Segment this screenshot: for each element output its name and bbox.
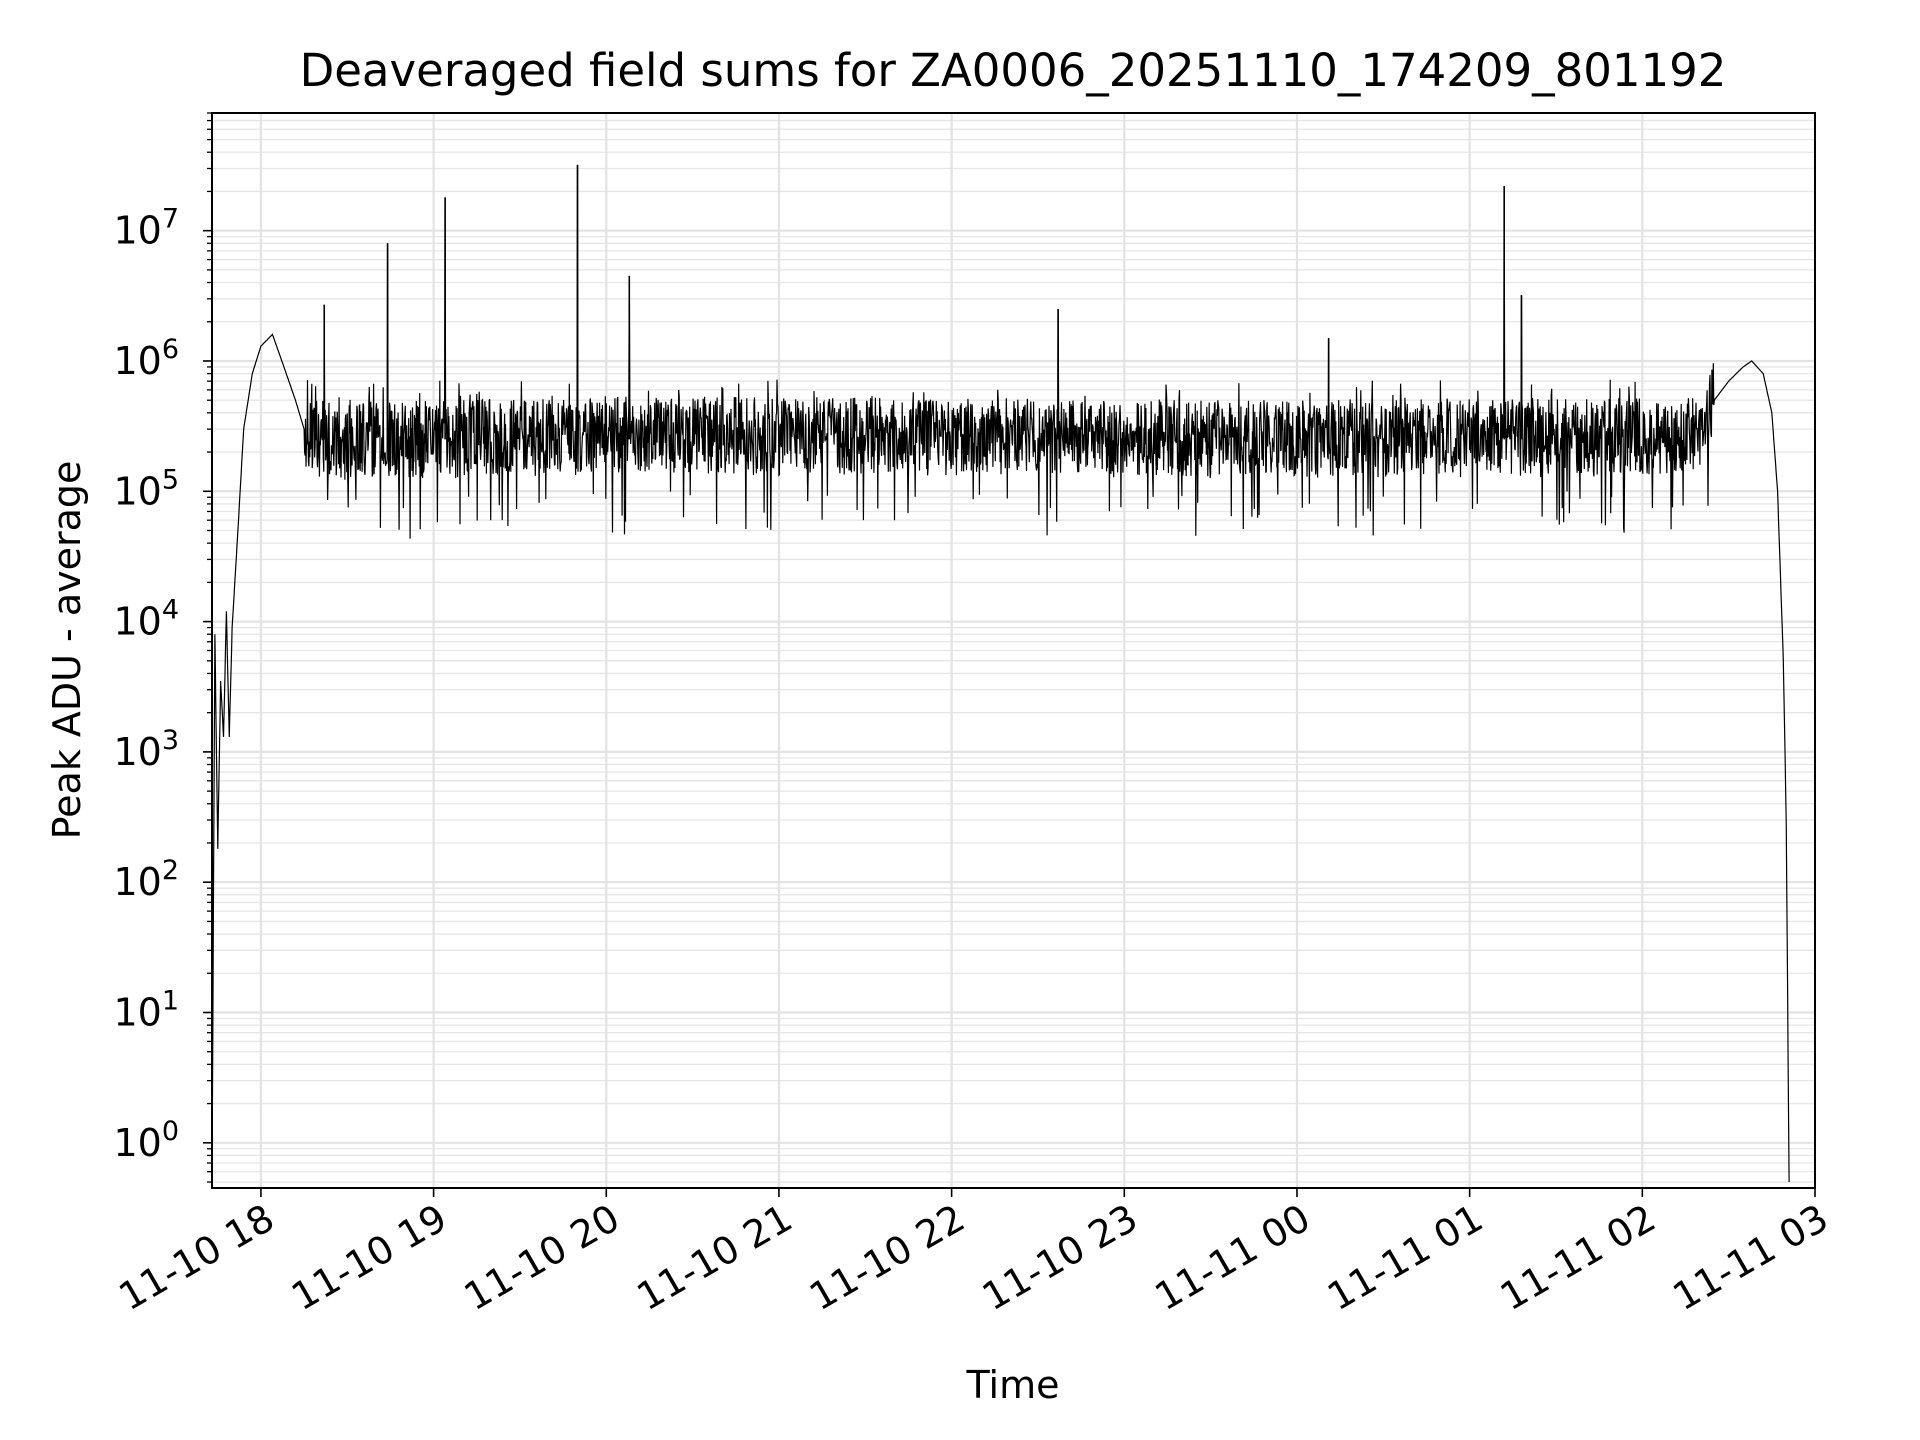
- y-axis-label: Peak ADU - average: [45, 461, 89, 840]
- y-axis: 100 101 102 103 104 105 106 107: [113, 112, 212, 1183]
- chart-title: Deaveraged field sums for ZA0006_2025111…: [300, 44, 1727, 97]
- y-tick-label: 102: [113, 855, 179, 904]
- y-tick-label: 104: [113, 595, 179, 644]
- y-tick-label: 106: [113, 334, 179, 383]
- y-tick-label: 101: [113, 986, 179, 1035]
- grid-lines: [212, 112, 1817, 1188]
- y-tick-label: 107: [113, 204, 179, 253]
- y-tick-label: 103: [113, 725, 179, 774]
- series-line: [211, 164, 1790, 1183]
- y-tick-label: 100: [113, 1116, 179, 1165]
- x-axis-label: Time: [966, 1363, 1060, 1407]
- series-layer: [211, 164, 1790, 1183]
- y-tick-label: 105: [113, 464, 179, 513]
